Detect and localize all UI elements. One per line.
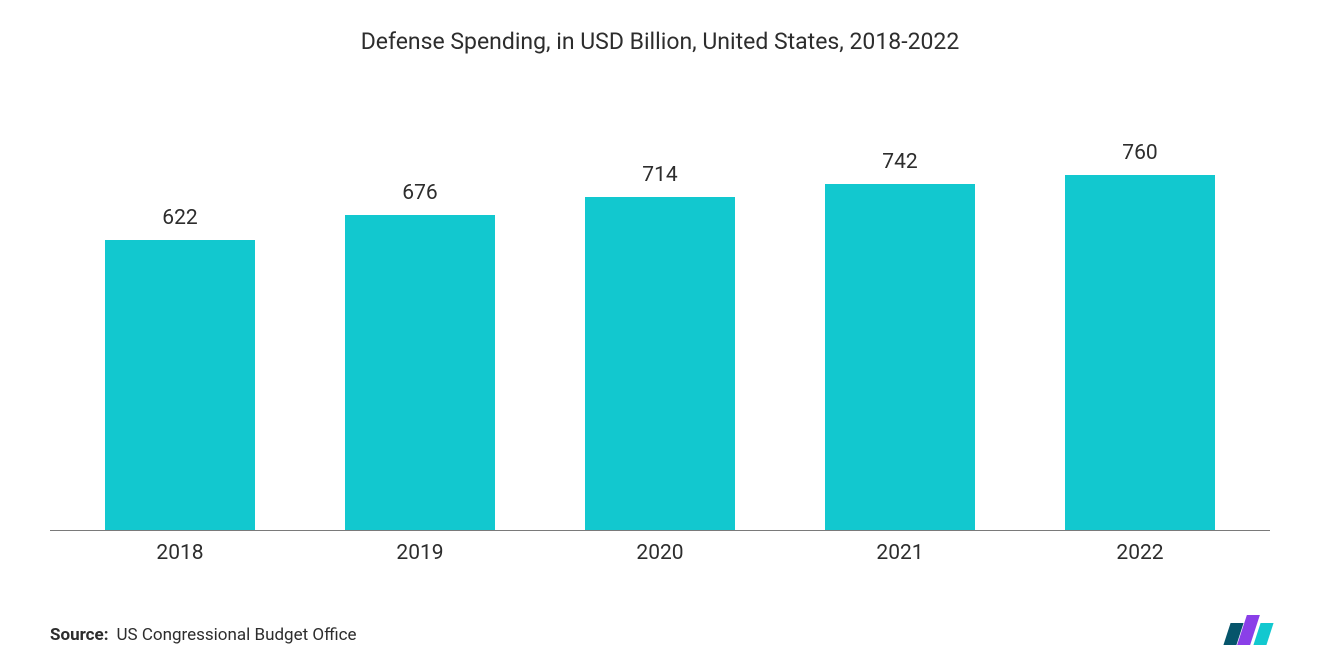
x-axis-label: 2019 xyxy=(300,541,540,565)
bar xyxy=(105,240,255,530)
chart-container: Defense Spending, in USD Billion, United… xyxy=(0,0,1320,665)
bar xyxy=(825,184,975,530)
bar-value-label: 760 xyxy=(1122,141,1157,165)
chart-title: Defense Spending, in USD Billion, United… xyxy=(50,28,1270,55)
source-text: US Congressional Budget Office xyxy=(116,625,356,645)
x-axis-label: 2021 xyxy=(780,541,1020,565)
bar xyxy=(585,197,735,530)
brand-logo xyxy=(1227,615,1270,645)
bar-column: 676 xyxy=(300,115,540,530)
logo-bar-3 xyxy=(1253,623,1273,645)
x-axis-label: 2020 xyxy=(540,541,780,565)
bar-column: 622 xyxy=(60,115,300,530)
bar-value-label: 742 xyxy=(882,150,917,174)
plot-area: 622 676 714 742 760 xyxy=(50,115,1270,531)
bar-value-label: 676 xyxy=(402,181,437,205)
source-label: Source: xyxy=(50,625,108,645)
bar-value-label: 622 xyxy=(162,206,197,230)
chart-footer: Source: US Congressional Budget Office xyxy=(50,615,1270,645)
x-axis-label: 2018 xyxy=(60,541,300,565)
bar xyxy=(1065,175,1215,530)
x-axis-label: 2022 xyxy=(1020,541,1260,565)
bar-value-label: 714 xyxy=(642,163,677,187)
bar-column: 742 xyxy=(780,115,1020,530)
bar-column: 714 xyxy=(540,115,780,530)
bar xyxy=(345,215,495,530)
bar-column: 760 xyxy=(1020,115,1260,530)
source-line: Source: US Congressional Budget Office xyxy=(50,625,357,645)
x-axis-labels: 20182019202020212022 xyxy=(50,531,1270,565)
